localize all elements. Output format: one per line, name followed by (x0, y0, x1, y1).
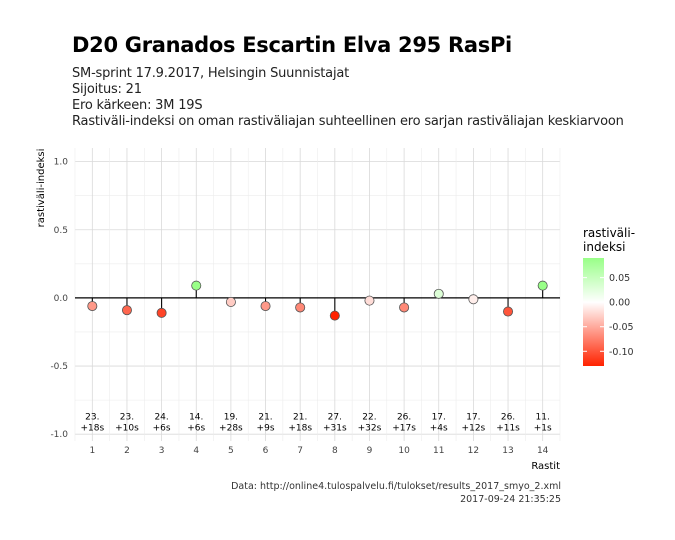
y-tick-label: 0.0 (54, 294, 69, 304)
subtitle-placement: Sijoitus: 21 (72, 82, 142, 97)
y-tick-labels: -1.0 -0.5 0.0 0.5 1.0 (50, 158, 68, 441)
y-axis-title: rastiväli-indeksi (36, 149, 47, 228)
split-time-label: +12s (462, 423, 486, 433)
split-rank-label: 24. (154, 412, 168, 422)
split-rank-label: 26. (397, 412, 411, 422)
data-point (468, 294, 479, 305)
legend-title-line-2: indeksi (583, 240, 625, 254)
split-time-label: +1s (534, 423, 552, 433)
data-point (364, 295, 375, 306)
x-tick-label: 2 (124, 446, 130, 456)
caption-timestamp: 2017-09-24 21:35:25 (460, 494, 561, 505)
split-time-label: +28s (219, 423, 243, 433)
subtitle-event: SM-sprint 17.9.2017, Helsingin Suunnista… (72, 66, 350, 81)
split-rank-label: 19. (224, 412, 238, 422)
x-tick-label: 5 (228, 446, 234, 456)
split-time-label: +31s (323, 423, 347, 433)
x-axis-title: Rastit (531, 461, 560, 472)
x-tick-label: 10 (398, 446, 410, 456)
split-rank-label: 23. (85, 412, 99, 422)
split-labels: 23.+18s23.+10s24.+6s14.+6s19.+28s21.+9s2… (80, 412, 551, 433)
data-point (225, 296, 236, 307)
split-rank-label: 14. (189, 412, 203, 422)
caption-source: Data: http://online4.tulospalvelu.fi/tul… (231, 481, 561, 492)
data-point (191, 280, 202, 291)
y-tick-label: 0.5 (54, 226, 68, 236)
split-rank-label: 27. (328, 412, 342, 422)
x-tick-label: 12 (468, 446, 479, 456)
legend-tick-label: 0.00 (609, 298, 630, 309)
split-time-label: +6s (153, 423, 171, 433)
subtitle-gap: Ero kärkeen: 3M 19S (72, 98, 203, 113)
y-tick-label: -0.5 (50, 362, 68, 372)
x-tick-label: 3 (159, 446, 165, 456)
split-time-label: +11s (496, 423, 520, 433)
split-time-label: +17s (392, 423, 416, 433)
data-point (87, 301, 98, 312)
x-tick-label: 8 (332, 446, 338, 456)
x-tick-label: 1 (89, 446, 95, 456)
data-point (260, 301, 271, 312)
x-tick-label: 11 (433, 446, 444, 456)
split-rank-label: 21. (293, 412, 307, 422)
legend-title-line-1: rastiväli- (583, 226, 635, 240)
split-time-label: +9s (257, 423, 275, 433)
data-point (399, 302, 410, 313)
legend-tick-label: -0.10 (609, 347, 634, 358)
points (87, 280, 548, 321)
x-tick-label: 6 (263, 446, 269, 456)
y-tick-label: -1.0 (50, 430, 68, 440)
data-point (156, 307, 167, 318)
split-time-label: +10s (115, 423, 139, 433)
chart-title: D20 Granados Escartin Elva 295 RasPi (72, 33, 512, 57)
split-time-label: +18s (80, 423, 104, 433)
x-tick-label: 13 (502, 446, 513, 456)
data-point (537, 280, 548, 291)
x-tick-label: 14 (537, 446, 549, 456)
split-rank-label: 23. (120, 412, 134, 422)
x-tick-labels: 1 2 3 4 5 6 7 8 9 10 11 12 13 14 (89, 446, 548, 456)
split-rank-label: 11. (536, 412, 550, 422)
legend-ticks: 0.05 0.00 -0.05 -0.10 (583, 273, 634, 358)
data-point (329, 310, 340, 321)
color-legend: rastiväli- indeksi 0.05 0.00 -0.05 -0.10 (583, 226, 635, 366)
split-rank-label: 21. (258, 412, 272, 422)
split-rank-label: 17. (466, 412, 480, 422)
x-tick-label: 9 (367, 446, 373, 456)
grid (74, 148, 561, 441)
x-tick-label: 7 (297, 446, 303, 456)
legend-tick-label: -0.05 (609, 322, 634, 333)
split-rank-label: 17. (432, 412, 446, 422)
data-point (433, 288, 444, 299)
split-time-label: +18s (288, 423, 312, 433)
data-point (503, 306, 514, 317)
y-tick-label: 1.0 (54, 158, 69, 168)
split-time-label: +6s (187, 423, 205, 433)
data-point (295, 302, 306, 313)
legend-tick-label: 0.05 (609, 273, 630, 284)
split-rank-label: 22. (362, 412, 376, 422)
data-point (121, 305, 132, 316)
subtitle-description: Rastiväli-indeksi on oman rastiväliajan … (72, 114, 624, 129)
split-time-label: +4s (430, 423, 448, 433)
legend-color-bar (583, 258, 604, 366)
split-rank-label: 26. (501, 412, 515, 422)
x-tick-label: 4 (193, 446, 199, 456)
split-time-label: +32s (358, 423, 382, 433)
